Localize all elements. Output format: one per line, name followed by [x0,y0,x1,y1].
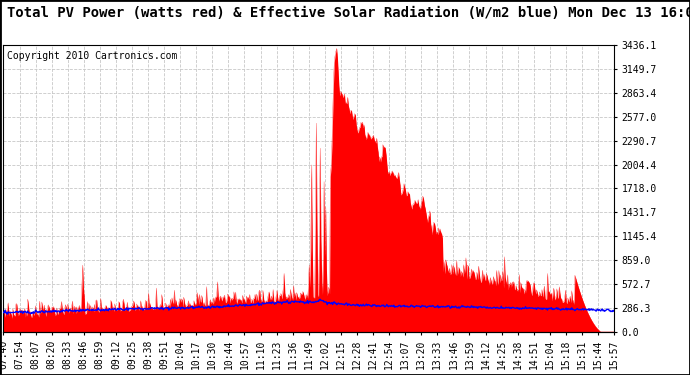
Text: Copyright 2010 Cartronics.com: Copyright 2010 Cartronics.com [6,51,177,61]
Text: Total PV Power (watts red) & Effective Solar Radiation (W/m2 blue) Mon Dec 13 16: Total PV Power (watts red) & Effective S… [7,6,690,20]
